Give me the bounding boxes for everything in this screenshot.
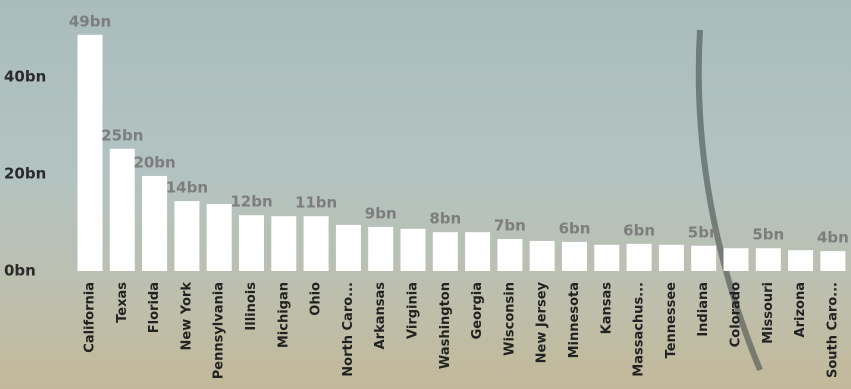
data-label: 49bn [69, 12, 111, 30]
data-label: 9bn [365, 204, 397, 222]
data-label: 11bn [295, 194, 337, 212]
x-tick-label: Arizona [793, 282, 808, 337]
x-tick-label: Michigan [276, 282, 291, 348]
x-tick-label: South Caro... [825, 282, 840, 378]
x-tick-label: Illinois [244, 282, 259, 331]
x-tick-label: Florida [147, 282, 162, 333]
data-label: 8bn [429, 210, 461, 228]
bar [658, 244, 684, 271]
data-label: 14bn [166, 179, 208, 197]
bar [368, 226, 394, 271]
bar [820, 251, 846, 271]
x-tick-label: Pennsylvania [212, 282, 227, 379]
x-tick-label: Colorado [729, 282, 744, 347]
data-label: 6bn [559, 219, 591, 237]
bar [335, 224, 361, 271]
bar [755, 248, 781, 271]
x-tick-label: Tennessee [664, 282, 679, 359]
x-tick-label: New Jersey [535, 281, 550, 363]
x-tick-label: Arkansas [373, 282, 388, 350]
data-label: 5bn [752, 226, 784, 244]
data-label: 25bn [101, 126, 143, 144]
bar [562, 241, 587, 271]
data-label: 7bn [494, 216, 526, 234]
bar [594, 244, 620, 271]
bar [626, 243, 652, 271]
y-tick-label: 20bn [4, 165, 46, 183]
x-tick-label: North Caro... [341, 282, 356, 377]
x-tick-label: Virginia [406, 282, 421, 339]
x-tick-label: Ohio [309, 282, 324, 316]
data-label: 5bn [688, 223, 720, 241]
x-tick-label: Texas [115, 282, 130, 323]
bar [142, 175, 168, 271]
bar [465, 232, 491, 271]
x-tick-label: Georgia [470, 282, 485, 339]
bar [788, 250, 814, 271]
data-label: 4bn [817, 229, 849, 247]
bar [691, 245, 717, 271]
y-tick-label: 0bn [4, 262, 36, 280]
data-label: 20bn [133, 153, 175, 171]
bar [432, 232, 458, 271]
x-tick-label: Wisconsin [502, 282, 517, 356]
x-tick-label: Kansas [599, 282, 614, 335]
x-tick-label: Washington [438, 282, 453, 369]
bar [77, 34, 103, 272]
photo-detail [695, 29, 763, 372]
data-label: 6bn [623, 221, 655, 239]
bar [529, 240, 555, 271]
x-tick-label: Minnesota [567, 282, 582, 358]
bar [109, 148, 135, 271]
x-tick-label: California [83, 282, 98, 353]
bar [400, 228, 426, 271]
x-tick-label: New York [179, 282, 194, 351]
bar [497, 238, 523, 271]
data-label: 12bn [230, 193, 272, 211]
y-tick-label: 40bn [4, 68, 46, 86]
bar [303, 216, 329, 271]
bar [206, 204, 232, 271]
bar [239, 215, 264, 271]
x-tick-label: Missouri [761, 282, 776, 344]
bar [723, 248, 749, 271]
bar [174, 201, 200, 271]
bar [271, 216, 297, 271]
x-tick-label: Indiana [696, 282, 711, 337]
x-tick-label: Massachus... [632, 282, 647, 377]
